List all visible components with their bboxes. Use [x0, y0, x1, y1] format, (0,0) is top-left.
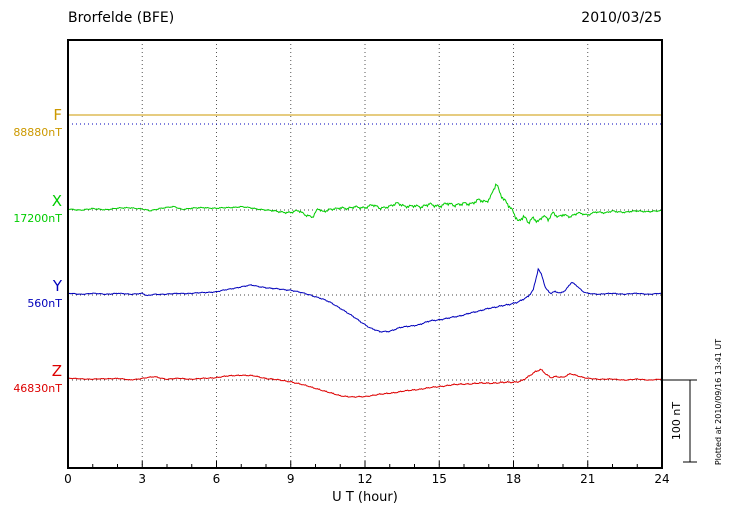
x-axis-label: U T (hour)	[332, 490, 398, 505]
x-tick-label: 24	[654, 472, 670, 486]
x-tick-label: 12	[357, 472, 373, 486]
x-tick-label: 6	[212, 472, 221, 486]
series-baseline-F: 88880nT	[13, 126, 62, 139]
series-baseline-Z: 46830nT	[13, 382, 62, 395]
series-label-F: F	[53, 106, 62, 124]
series-label-X: X	[51, 192, 62, 210]
x-tick-label: 9	[286, 472, 295, 486]
series-label-Y: Y	[52, 277, 62, 295]
trace-X	[68, 183, 663, 225]
trace-Z	[67, 368, 662, 398]
x-tick-label: 21	[580, 472, 596, 486]
x-tick-label: 18	[505, 472, 522, 486]
series-baseline-X: 17200nT	[13, 212, 62, 225]
series-baseline-Y: 560nT	[27, 297, 62, 310]
scale-bar-label: 100 nT	[670, 401, 683, 441]
series-label-Z: Z	[51, 362, 62, 380]
date-label: 2010/03/25	[581, 10, 662, 26]
trace-Y	[67, 267, 663, 333]
page-title: Brorfelde (BFE)	[68, 10, 175, 26]
plotted-at-note: Plotted at 2010/09/16 13:41 UT	[714, 338, 723, 466]
x-tick-label: 0	[64, 472, 72, 486]
x-tick-label: 3	[138, 472, 147, 486]
x-tick-label: 15	[431, 472, 447, 486]
